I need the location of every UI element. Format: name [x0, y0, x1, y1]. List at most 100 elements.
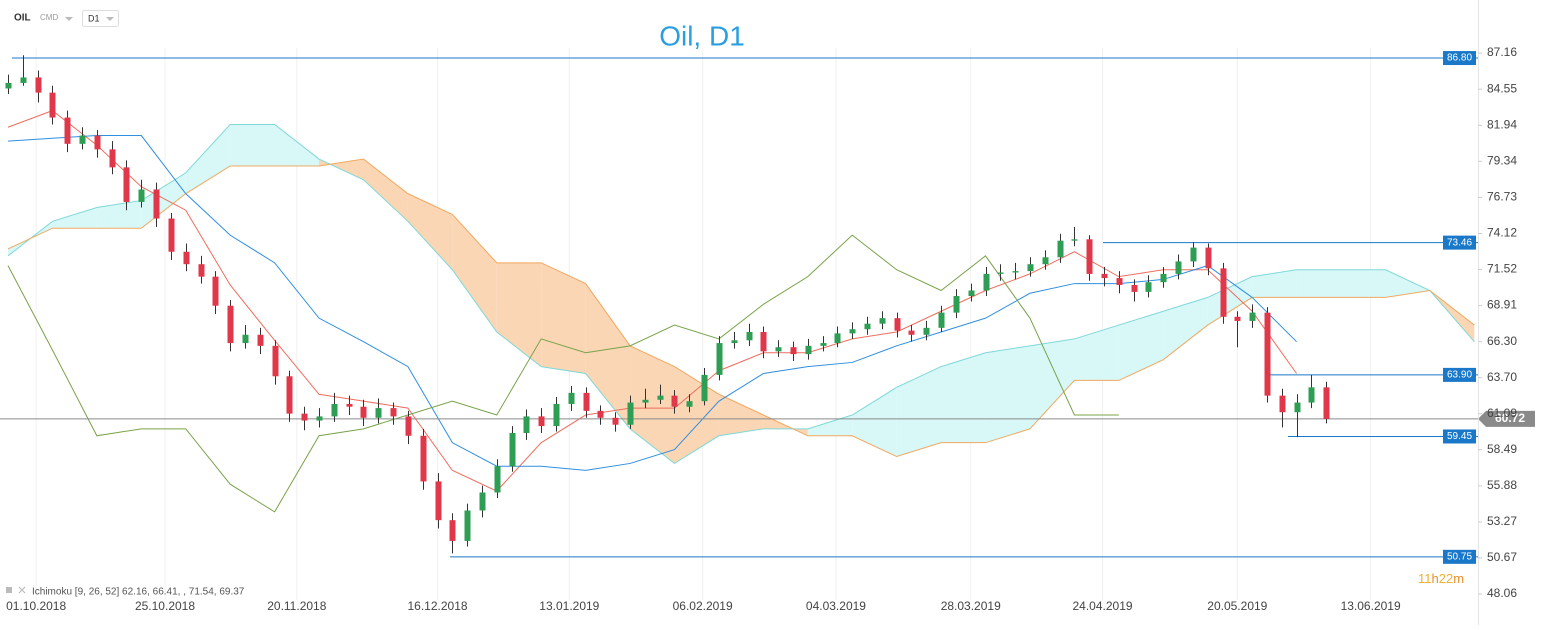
candle-body — [523, 416, 530, 434]
y-tick-label: 79.34 — [1487, 153, 1517, 167]
candle-body — [1071, 239, 1078, 241]
candle-body — [627, 402, 634, 425]
indicator-icon[interactable] — [6, 587, 12, 593]
candle-body — [331, 403, 338, 417]
candle-body — [923, 327, 930, 335]
candle-body — [227, 305, 234, 344]
candle-body — [1042, 257, 1049, 265]
candle-body — [1101, 273, 1108, 279]
cloud-segment — [674, 366, 719, 464]
candle-body — [390, 408, 397, 417]
candle-body — [1308, 387, 1315, 403]
candle-body — [701, 374, 708, 402]
timer-part: 11 — [1418, 571, 1432, 586]
y-tick-label: 87.16 — [1487, 45, 1517, 59]
last-price-box — [1478, 410, 1535, 427]
indicator-close[interactable] — [18, 586, 26, 594]
candle-body — [1205, 247, 1212, 269]
y-tick-label: 68.91 — [1487, 298, 1517, 312]
candle-body — [864, 323, 871, 330]
candle-body — [479, 492, 486, 511]
candle-body — [1145, 282, 1152, 292]
timeframe[interactable]: D1 — [88, 13, 100, 23]
candles — [5, 55, 1330, 554]
cloud-segment — [407, 193, 453, 270]
candle-body — [242, 334, 249, 344]
cloud-segment — [807, 415, 853, 436]
x-tick-label: 20.11.2018 — [267, 599, 326, 613]
ichimoku-cloud — [7, 124, 1475, 464]
candle-body — [79, 135, 86, 144]
cloud-segment — [96, 200, 142, 229]
y-tick-label: 50.67 — [1487, 550, 1517, 564]
candle-body — [198, 264, 205, 277]
level-label: 86.80 — [1447, 53, 1472, 64]
timeframe-box[interactable] — [82, 10, 119, 27]
y-tick-label: 74.12 — [1487, 226, 1517, 240]
symbol[interactable]: OIL — [14, 13, 31, 24]
y-tick-label: 55.88 — [1487, 478, 1517, 492]
x-tick-label: 16.12.2018 — [407, 599, 467, 613]
y-tick-label: 61.09 — [1487, 406, 1517, 420]
candle-body — [775, 347, 782, 352]
candle-body — [272, 345, 279, 377]
timer: 11h22m — [1418, 571, 1464, 586]
candle-body — [820, 343, 827, 346]
candle-body — [153, 189, 160, 219]
toolbar: OIL CMD D1 — [14, 10, 119, 27]
candle-body — [879, 318, 886, 324]
chart-title: Oil, D1 — [659, 20, 745, 51]
candle-body — [301, 413, 308, 421]
candle-body — [1234, 316, 1241, 321]
candle-body — [360, 406, 367, 418]
last-price-label: 60.72 — [1495, 411, 1525, 425]
y-tick-label: 76.73 — [1487, 190, 1517, 204]
candle-body — [109, 149, 116, 168]
span-a — [7, 123, 1475, 465]
candle-body — [849, 329, 856, 334]
level-label: 59.45 — [1447, 431, 1472, 442]
candle-body — [449, 520, 456, 541]
candle-body — [790, 347, 797, 355]
level-label-box — [1443, 549, 1476, 564]
indicator-line — [7, 234, 1119, 513]
span-b — [7, 158, 1475, 458]
candle-body — [94, 135, 101, 150]
indicator-label: Ichimoku [9, 26, 52] 62.16, 66.41, , 71.… — [32, 587, 245, 598]
candle-body — [953, 296, 960, 313]
cloud-segment — [541, 262, 586, 374]
indicator-line — [7, 110, 1297, 492]
candle-body — [286, 376, 293, 414]
candle-body — [908, 330, 915, 335]
dropdown-arrow[interactable] — [65, 17, 73, 21]
candle-body — [183, 251, 190, 265]
timer-part: m — [1453, 571, 1464, 586]
market[interactable]: CMD — [40, 13, 58, 22]
candle-body — [257, 334, 264, 346]
x-tick-label: 20.05.2019 — [1207, 599, 1267, 613]
cloud-segment — [630, 345, 675, 464]
candle-body — [731, 340, 738, 344]
x-tick-label: 01.10.2018 — [6, 599, 66, 613]
cloud-segment — [718, 394, 764, 436]
cloud-segment — [319, 159, 364, 180]
candle-body — [642, 399, 649, 403]
candle-body — [538, 416, 545, 427]
level-label-box — [1443, 51, 1476, 66]
candle-body — [968, 290, 975, 297]
candle-body — [49, 92, 56, 118]
candle-body — [1190, 247, 1197, 262]
cloud-segment — [852, 387, 897, 457]
timer-part: 22 — [1439, 571, 1453, 586]
candle-body — [938, 312, 945, 328]
x-tick-label: 28.03.2019 — [941, 599, 1001, 613]
candle-body — [1220, 268, 1227, 317]
candle-body — [1264, 312, 1271, 396]
timer-part: h — [1432, 571, 1439, 586]
candle-body — [1175, 261, 1182, 274]
candle-body — [1012, 271, 1019, 273]
candle-body — [1279, 395, 1286, 413]
dropdown-arrow[interactable] — [106, 17, 114, 21]
cloud-segment — [1385, 269, 1430, 298]
